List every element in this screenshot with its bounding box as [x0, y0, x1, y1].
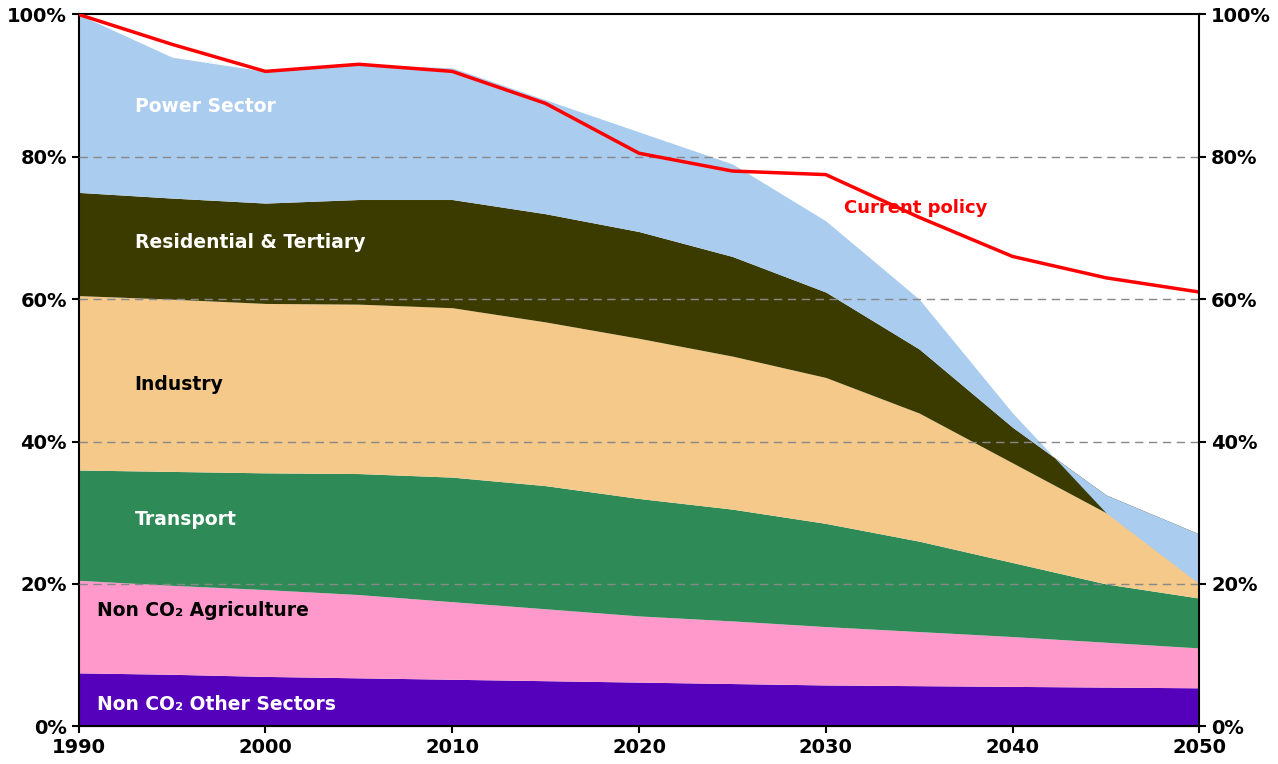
Text: Transport: Transport: [134, 510, 236, 529]
Text: Non CO₂ Agriculture: Non CO₂ Agriculture: [97, 601, 309, 620]
Text: Current policy: Current policy: [845, 199, 988, 217]
Text: Residential & Tertiary: Residential & Tertiary: [134, 233, 366, 251]
Text: Power Sector: Power Sector: [134, 98, 276, 116]
Text: Non CO₂ Other Sectors: Non CO₂ Other Sectors: [97, 695, 336, 714]
Text: Industry: Industry: [134, 375, 224, 394]
